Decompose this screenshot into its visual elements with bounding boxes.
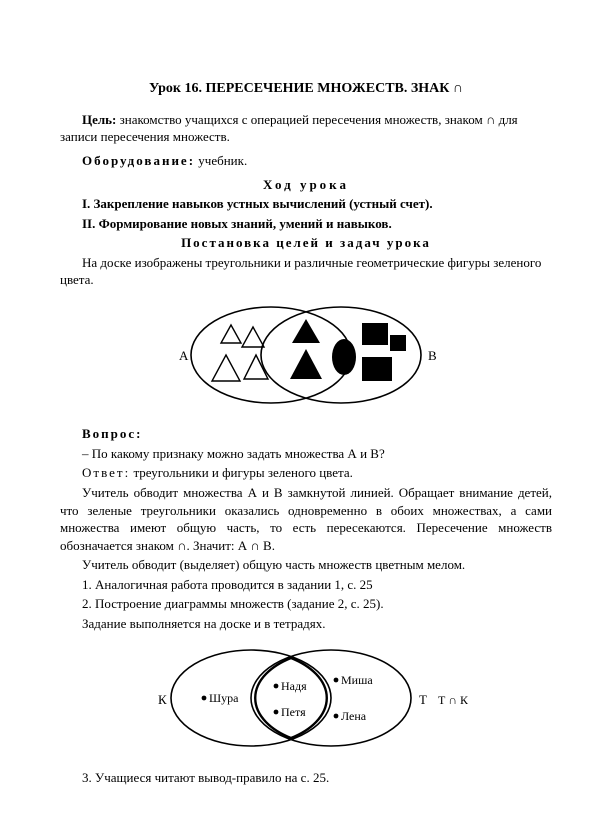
svg-text:Миша: Миша [341, 673, 373, 687]
answer-text: треугольники и фигуры зеленого цвета. [130, 465, 353, 480]
venn1-label-b: В [428, 348, 437, 363]
svg-text:Петя: Петя [281, 705, 306, 719]
list-item-1: 1. Аналогичная работа проводится в задан… [60, 576, 552, 594]
teacher-para-2: Учитель обводит (выделяет) общую часть м… [60, 556, 552, 574]
venn1-label-a: А [179, 348, 189, 363]
venn-diagram-names: К Т Т ∩ К Шура Надя Петя Миша Лена [60, 638, 552, 763]
question-text: – По какому признаку можно задать множес… [60, 445, 552, 463]
answer-line: Ответ: треугольники и фигуры зеленого цв… [60, 464, 552, 482]
equipment-text: учебник. [195, 153, 247, 168]
venn2-label-t: Т [419, 692, 427, 707]
teacher-para-1: Учитель обводит множества А и В замкнуто… [60, 484, 552, 554]
question-block: Вопрос: [60, 425, 552, 443]
flow-heading: Ход урока [60, 176, 552, 194]
board-paragraph: На доске изображены треугольники и разли… [60, 254, 552, 289]
svg-text:Шура: Шура [209, 691, 239, 705]
list-item-2: 2. Построение диаграммы множеств (задани… [60, 595, 552, 613]
page-title: Урок 16. ПЕРЕСЕЧЕНИЕ МНОЖЕСТВ. ЗНАК ∩ [60, 80, 552, 99]
equipment-line: Оборудование: учебник. [60, 152, 552, 170]
question-label: Вопрос: [82, 426, 143, 441]
board-task-para: Задание выполняется на доске и в тетрадя… [60, 615, 552, 633]
venn2-label-k: К [158, 692, 167, 707]
answer-label: Ответ: [82, 465, 130, 480]
section-i: I. Закрепление навыков устных вычислений… [60, 195, 552, 213]
section-ii: II. Формирование новых знаний, умений и … [60, 215, 552, 233]
lesson-page: Урок 16. ПЕРЕСЕЧЕНИЕ МНОЖЕСТВ. ЗНАК ∩ Це… [0, 0, 612, 828]
equipment-label: Оборудование: [82, 153, 195, 168]
goal-label: Цель: [82, 112, 116, 127]
subheading-setup: Постановка целей и задач урока [60, 234, 552, 252]
svg-text:Надя: Надя [281, 679, 307, 693]
list-item-3: 3. Учащиеся читают вывод-правило на с. 2… [60, 769, 552, 787]
goal-line: Цель: знакомство учащихся с операцией пе… [60, 111, 552, 146]
venn-diagram-shapes: А В [60, 295, 552, 420]
svg-text:Лена: Лена [341, 709, 367, 723]
goal-text: знакомство учащихся с операцией пересече… [60, 112, 518, 145]
venn2-formula: Т ∩ К [438, 693, 469, 707]
